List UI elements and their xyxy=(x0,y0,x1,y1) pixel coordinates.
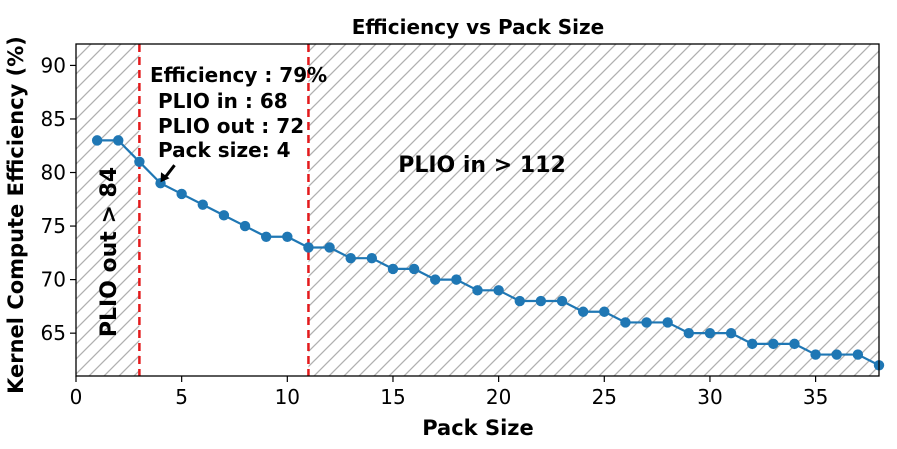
data-point xyxy=(599,306,610,317)
data-point xyxy=(366,252,378,264)
data-point xyxy=(852,349,864,360)
hatched-region-2 xyxy=(308,44,879,376)
y-tick-label: 85 xyxy=(41,107,66,131)
y-axis-label: Kernel Compute Efficiency (%) xyxy=(4,36,28,394)
annotation-plio-out: PLIO out : 72 xyxy=(158,114,304,138)
data-point xyxy=(662,317,673,328)
data-point xyxy=(91,135,103,146)
data-point xyxy=(197,199,208,210)
data-point xyxy=(218,210,230,221)
annotation-arrow-head xyxy=(160,172,170,183)
data-point xyxy=(451,274,462,285)
y-tick-label: 70 xyxy=(41,268,66,292)
data-point xyxy=(282,231,293,242)
data-point xyxy=(556,295,568,307)
data-point xyxy=(260,231,272,242)
data-point xyxy=(303,242,314,253)
data-point xyxy=(514,295,525,307)
data-point xyxy=(176,188,187,200)
data-point xyxy=(831,349,842,360)
y-tick-label: 75 xyxy=(41,214,66,238)
y-tick-label: 90 xyxy=(41,53,66,77)
data-point xyxy=(725,327,737,339)
plot-frame xyxy=(75,43,880,377)
data-point xyxy=(620,317,631,328)
data-point xyxy=(430,274,441,285)
region-label-left: PLIO out > 84 xyxy=(97,167,122,337)
x-axis-label: Pack Size xyxy=(422,416,534,440)
annotation-plio-in: PLIO in : 68 xyxy=(158,89,288,113)
data-point xyxy=(239,220,251,232)
data-point xyxy=(704,327,716,339)
x-tick-label: 30 xyxy=(697,385,722,409)
data-point xyxy=(113,135,124,146)
hatched-region-1 xyxy=(76,44,140,376)
data-point xyxy=(324,242,335,253)
x-tick-label: 35 xyxy=(803,385,828,409)
x-tick-label: 15 xyxy=(380,385,405,409)
data-point xyxy=(747,338,758,350)
y-tick-label: 65 xyxy=(41,321,66,345)
annotation-efficiency: Efficiency : 79% xyxy=(150,63,327,87)
data-point xyxy=(472,285,483,296)
data-point xyxy=(789,338,800,350)
region-label-right: PLIO in > 112 xyxy=(398,153,566,178)
data-point xyxy=(810,349,821,360)
data-point xyxy=(683,327,695,339)
data-point xyxy=(768,338,779,350)
x-tick-label: 20 xyxy=(486,385,511,409)
data-point xyxy=(345,252,356,264)
annotation-pack-size: Pack size: 4 xyxy=(158,138,291,162)
y-tick-label: 80 xyxy=(41,161,66,185)
data-point xyxy=(535,295,547,307)
data-point xyxy=(641,317,652,328)
chart-title: Efficiency vs Pack Size xyxy=(352,15,604,39)
data-point xyxy=(408,263,420,275)
data-point xyxy=(387,263,399,275)
x-tick-label: 0 xyxy=(70,385,83,409)
annotation-arrow xyxy=(160,164,176,183)
x-tick-label: 5 xyxy=(175,385,188,409)
x-tick-label: 10 xyxy=(275,385,300,409)
data-point xyxy=(577,306,589,317)
data-point xyxy=(493,285,504,296)
data-point xyxy=(134,156,145,168)
x-tick-label: 25 xyxy=(592,385,617,409)
